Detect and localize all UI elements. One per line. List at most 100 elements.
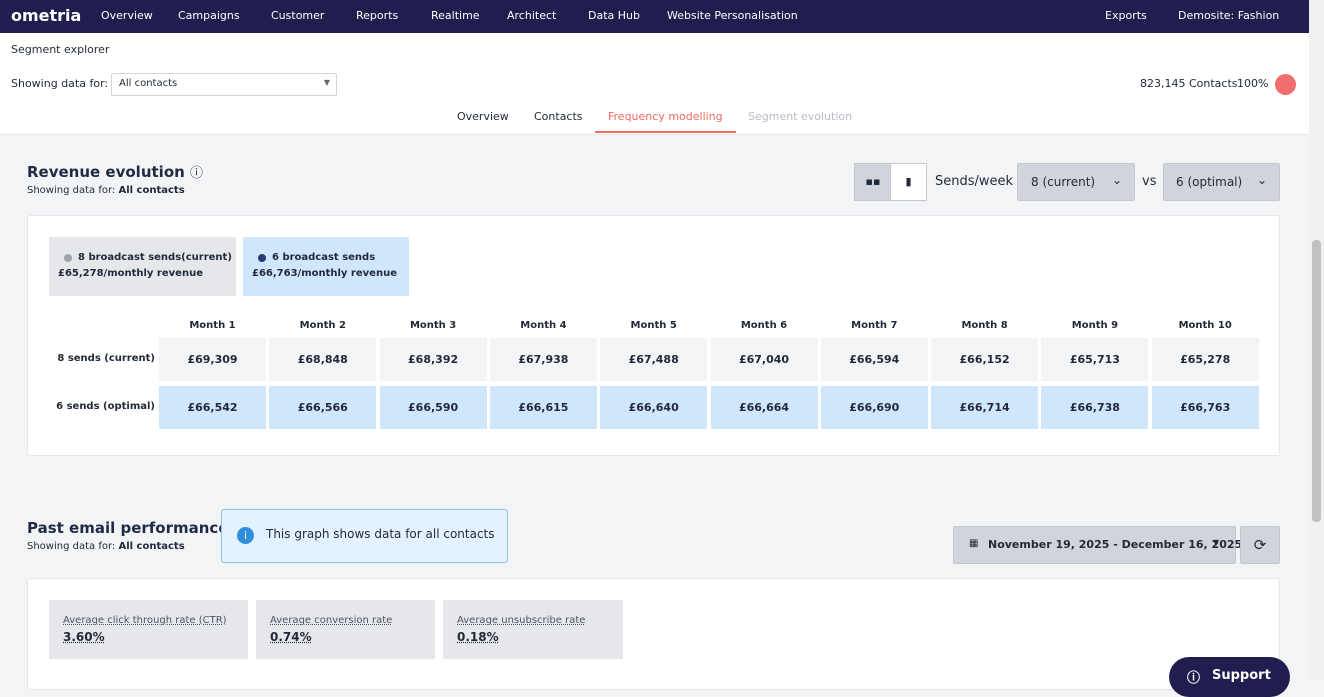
date-range: November 19, 2025 - December 16, 2025 <box>988 538 1243 551</box>
nav-item[interactable]: Overview <box>101 9 153 22</box>
support-icon: ⓘ <box>1187 671 1201 686</box>
segment-select[interactable]: All contacts ▼ <box>111 73 337 96</box>
nav-bar: ometria Overview Campaigns Customer Reports… <box>0 0 1309 33</box>
tab[interactable]: Contacts <box>534 110 583 123</box>
performance-card: Average click through rate (CTR) 3.60% Ave… <box>27 578 1280 690</box>
subtitle: Showing data for: All contacts <box>27 541 185 552</box>
table-cell: £66,590 <box>379 386 487 429</box>
nav-item[interactable]: Website Personalisation <box>667 9 798 22</box>
grid-view-button[interactable]: ▪▪ <box>854 163 892 201</box>
filter-bar: Showing data for: All contacts ▼ 823,145… <box>0 67 1309 101</box>
nav-item[interactable]: Demosite: Fashion <box>1178 9 1280 22</box>
info-text: This graph shows data for all contacts <box>266 527 495 541</box>
month-header: Month 4 <box>520 320 567 331</box>
header-bar: Segment explorer <box>0 33 1309 68</box>
table-cell: £65,713 <box>1041 338 1149 381</box>
subtitle-value: All contacts <box>118 185 185 196</box>
table-cell: £66,566 <box>269 386 377 429</box>
table-cell: £66,594 <box>820 338 928 381</box>
title: Past email performance <box>27 519 229 537</box>
calendar-icon: ▦ <box>969 538 979 549</box>
nav-item[interactable]: Realtime <box>431 9 480 22</box>
nav-item[interactable]: Architect <box>507 9 557 22</box>
current-select[interactable]: 8 (current) ⌄ <box>1017 163 1135 201</box>
subtitle-label: Showing data for: <box>27 541 116 552</box>
metric-label[interactable]: Average unsubscribe rate <box>457 615 586 626</box>
date-picker[interactable]: ▦ November 19, 2025 - December 16, 2025 … <box>953 526 1242 564</box>
legend-card: 8 broadcast sends(current) £65,278/monthl… <box>49 237 236 296</box>
subtitle: Showing data for: All contacts <box>27 185 185 196</box>
month-header: Month 5 <box>630 320 677 331</box>
caret: ⌄ <box>1111 173 1122 187</box>
month-header: Month 2 <box>299 320 346 331</box>
filter-label: Showing data for: <box>11 77 109 90</box>
table-cell: £67,040 <box>710 338 818 381</box>
metric-value: 3.60% <box>63 630 105 644</box>
table-cell: £66,542 <box>159 386 266 429</box>
table-cell: £68,848 <box>269 338 377 381</box>
tab-bar: Overview Contacts Frequency modelling Segme… <box>0 100 1309 135</box>
month-header: Month 3 <box>409 320 457 331</box>
legend-value: £65,278/monthly revenue <box>58 268 203 279</box>
section-title: Past email performance ⓘ <box>27 518 247 537</box>
table-cell: £65,278 <box>1151 338 1259 381</box>
nav-item[interactable]: Data Hub <box>588 9 640 22</box>
month-header: Month 7 <box>851 320 898 331</box>
optimal-value: 6 (optimal) <box>1176 175 1243 189</box>
tab[interactable]: Segment evolution <box>748 110 853 123</box>
revenue-card: 8 broadcast sends(current) £65,278/monthl… <box>27 215 1280 456</box>
table-cell: £66,763 <box>1151 386 1259 429</box>
contacts-percent: 100% <box>1237 77 1269 90</box>
table-cell: £67,488 <box>600 338 708 381</box>
legend-dot <box>258 254 266 262</box>
info-banner: i This graph shows data for all contacts <box>221 509 508 563</box>
row-label: 6 sends (optimal) <box>56 401 155 412</box>
table-cell: £67,938 <box>489 338 597 381</box>
status-dot <box>1275 74 1296 95</box>
metric-label[interactable]: Average click through rate (CTR) <box>63 615 227 626</box>
metric-value: 0.74% <box>270 630 312 644</box>
nav-item[interactable]: Exports <box>1105 9 1147 22</box>
table-cell: £66,640 <box>600 386 708 429</box>
subtitle-value: All contacts <box>118 541 185 552</box>
caret: ▼ <box>1212 538 1219 547</box>
nav-item[interactable]: Campaigns <box>178 9 240 22</box>
month-header: Month 6 <box>740 320 788 331</box>
month-header: Month 8 <box>961 320 1008 331</box>
subtitle-label: Showing data for: <box>27 185 116 196</box>
month-header: Month 9 <box>1071 320 1119 331</box>
scroll-thumb[interactable] <box>1312 240 1321 522</box>
optimal-select[interactable]: 6 (optimal) ⌄ <box>1163 163 1280 201</box>
metric-value: 0.18% <box>457 630 499 644</box>
chart-view-button[interactable]: ▮ <box>890 163 927 201</box>
sends-label: Sends/week <box>935 174 1014 189</box>
tab-underline <box>595 131 736 133</box>
tab[interactable]: Frequency modelling <box>608 110 723 123</box>
legend-card: 6 broadcast sends £66,763/monthly revenue <box>243 237 409 296</box>
support-button[interactable]: ⓘ Support <box>1169 657 1290 697</box>
metric-card: Average conversion rate 0.74% <box>256 600 435 659</box>
logo[interactable]: ometria <box>11 6 82 25</box>
table-cell: £66,664 <box>710 386 818 429</box>
caret: ⌄ <box>1256 173 1267 187</box>
tab[interactable]: Overview <box>457 110 509 123</box>
table-cell: £66,615 <box>489 386 597 429</box>
metric-label[interactable]: Average conversion rate <box>270 615 393 626</box>
month-header: Month 10 <box>1178 320 1232 331</box>
scrollbar <box>1309 0 1324 680</box>
table-cell: £68,392 <box>379 338 487 381</box>
metric-card: Average click through rate (CTR) 3.60% <box>49 600 248 659</box>
info-icon[interactable]: ⓘ <box>190 166 204 181</box>
row-label: 8 sends (current) <box>57 353 155 364</box>
select-value: All contacts <box>119 78 178 89</box>
table-cell: £66,152 <box>931 338 1039 381</box>
nav-item[interactable]: Reports <box>356 9 399 22</box>
legend-dot <box>64 254 72 262</box>
refresh-button[interactable]: ⟳ <box>1240 526 1280 564</box>
month-header: Month 1 <box>189 320 236 331</box>
metric-card: Average unsubscribe rate 0.18% <box>443 600 623 659</box>
table-cell: £66,690 <box>820 386 928 429</box>
contacts-count: 823,145 Contacts <box>1140 77 1238 90</box>
nav-item[interactable]: Customer <box>271 9 325 22</box>
